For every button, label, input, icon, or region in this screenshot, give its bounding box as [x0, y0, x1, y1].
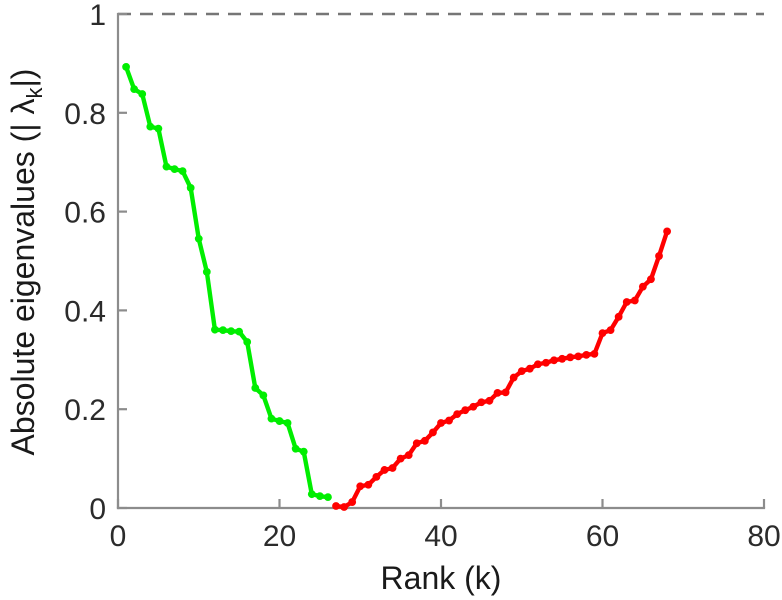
data-point — [372, 472, 381, 481]
data-point — [614, 312, 623, 321]
data-point — [590, 349, 599, 358]
data-point — [622, 298, 631, 306]
y-tick-label-0: 0 — [89, 493, 106, 526]
x-tick-label-1: 20 — [263, 520, 296, 553]
y-axis-ticks — [118, 12, 127, 510]
y-tick-label-3: 0.6 — [64, 197, 106, 230]
data-point — [186, 183, 195, 192]
data-point — [307, 490, 316, 499]
y-axis-title-subscript: k — [22, 87, 47, 99]
data-point — [235, 327, 244, 336]
data-point — [453, 410, 462, 419]
data-point — [388, 464, 397, 472]
data-point — [202, 267, 211, 276]
data-point — [259, 391, 268, 400]
data-point — [542, 358, 550, 367]
x-axis-tick-labels: 0 20 40 60 80 — [110, 520, 781, 553]
data-point — [275, 417, 284, 425]
data-point — [655, 252, 663, 260]
data-point — [227, 327, 235, 336]
data-point — [283, 419, 292, 427]
data-point — [194, 234, 203, 243]
data-point — [162, 162, 171, 171]
x-axis-ticks — [116, 499, 766, 508]
data-point — [364, 480, 373, 489]
y-tick-label-1: 0.2 — [64, 394, 106, 427]
data-point — [582, 350, 591, 359]
x-tick-label-3: 60 — [586, 520, 619, 553]
data-point — [146, 122, 155, 131]
y-tick-label-5: 1 — [89, 0, 106, 32]
x-axis-title: Rank (k) — [381, 560, 502, 596]
y-axis-tick-labels: 0 0.2 0.4 0.6 0.8 1 — [64, 0, 106, 526]
axes — [116, 12, 766, 510]
data-point — [663, 227, 671, 236]
data-point — [219, 326, 227, 335]
data-point — [477, 398, 486, 407]
data-point — [606, 326, 615, 335]
data-point — [517, 367, 526, 376]
series-decaying-eigenvalues — [122, 62, 332, 502]
data-point — [509, 373, 518, 382]
data-point — [154, 124, 163, 133]
data-point — [396, 454, 405, 463]
data-point — [638, 282, 647, 291]
data-point — [630, 296, 639, 305]
y-axis-title: Absolute eigenvalues (| λk|) — [5, 69, 47, 456]
data-point — [315, 492, 324, 501]
x-tick-label-4: 80 — [747, 520, 780, 553]
y-axis-title-tail: |) — [5, 69, 41, 88]
data-point — [299, 447, 308, 456]
data-point — [437, 419, 445, 427]
data-point — [469, 402, 478, 411]
data-point — [138, 90, 147, 98]
data-point — [178, 167, 187, 175]
data-point — [429, 428, 437, 437]
data-point — [461, 406, 470, 415]
data-point — [501, 388, 510, 397]
data-point — [558, 354, 567, 363]
data-point — [566, 353, 575, 362]
data-point — [420, 436, 429, 445]
data-point — [332, 502, 340, 510]
data-point — [485, 396, 494, 405]
data-point — [493, 389, 502, 397]
data-point — [348, 498, 357, 506]
data-point — [598, 329, 607, 338]
data-point — [550, 356, 558, 365]
data-point — [380, 466, 389, 474]
data-point — [243, 338, 252, 346]
data-point — [534, 360, 542, 369]
y-tick-label-2: 0.4 — [64, 295, 106, 328]
data-point — [324, 493, 332, 502]
data-point — [122, 62, 130, 71]
data-point — [525, 364, 534, 373]
y-tick-label-4: 0.8 — [64, 98, 106, 131]
data-point — [170, 165, 179, 174]
data-point — [130, 85, 139, 93]
x-tick-label-0: 0 — [110, 520, 127, 553]
svg-text:Absolute eigenvalues (| λk|): Absolute eigenvalues (| λk|) — [5, 69, 47, 456]
data-point — [211, 325, 219, 334]
data-point — [356, 482, 365, 491]
data-point — [445, 416, 453, 425]
data-point — [404, 451, 413, 460]
data-point — [647, 275, 655, 284]
data-point — [267, 414, 276, 423]
data-point — [574, 352, 583, 361]
x-tick-label-2: 40 — [424, 520, 457, 553]
data-point — [340, 503, 348, 511]
data-point — [412, 439, 421, 448]
y-axis-title-main: Absolute eigenvalues (| λ — [5, 99, 41, 456]
data-point — [251, 384, 260, 392]
data-point — [291, 444, 300, 453]
series-growing-eigenvalues — [332, 227, 671, 511]
